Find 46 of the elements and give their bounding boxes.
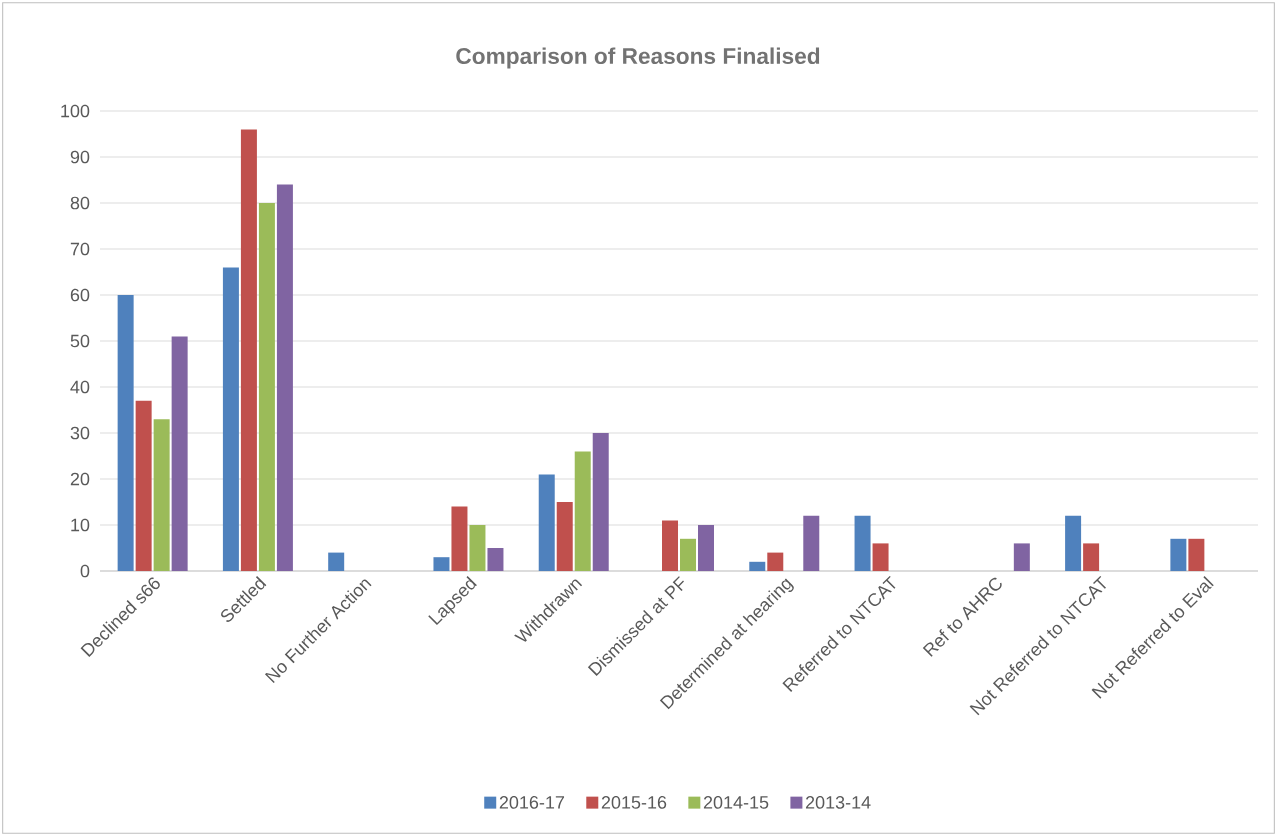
bar [451,506,468,571]
bar [1065,515,1082,571]
legend-label: 2013-14 [805,796,871,809]
y-tick-label: 80 [70,196,90,210]
bar [556,502,573,571]
y-tick-label: 10 [71,518,90,532]
bar [698,525,715,571]
y-tick-label: 100 [61,104,90,118]
bar [240,129,257,571]
bar [574,451,591,571]
bar [680,538,697,571]
bar [117,295,134,571]
y-tick-label: 90 [70,150,90,164]
bar [1083,543,1100,571]
bar [135,400,152,571]
y-tick-label: 40 [70,380,90,394]
legend-label: 2014-15 [703,796,769,809]
bar [1013,543,1030,571]
y-tick-label: 30 [70,426,90,440]
bar [854,515,871,571]
bar [153,419,170,571]
bar [1188,538,1205,571]
legend-label: 2016-17 [499,796,565,809]
y-tick-label: 50 [70,334,90,348]
bar [749,561,766,571]
bar [433,557,450,571]
bar [171,336,188,571]
bar [328,552,345,571]
bar [258,203,275,571]
y-tick-label: 60 [70,288,90,302]
bar [592,433,609,571]
legend-label: 2015-16 [601,796,667,809]
bar [276,184,293,571]
bar [469,525,486,571]
bar [538,474,555,571]
bar [222,267,239,571]
bar [767,552,784,571]
bar [662,520,679,571]
bar [487,548,504,571]
chart-title: Comparison of Reasons Finalised [456,47,820,69]
bar [803,515,820,571]
y-tick-label: 70 [70,242,90,256]
y-tick-label: 20 [70,472,90,486]
y-tick-label: 0 [80,564,90,578]
bar [1170,538,1187,571]
bar [872,543,889,571]
